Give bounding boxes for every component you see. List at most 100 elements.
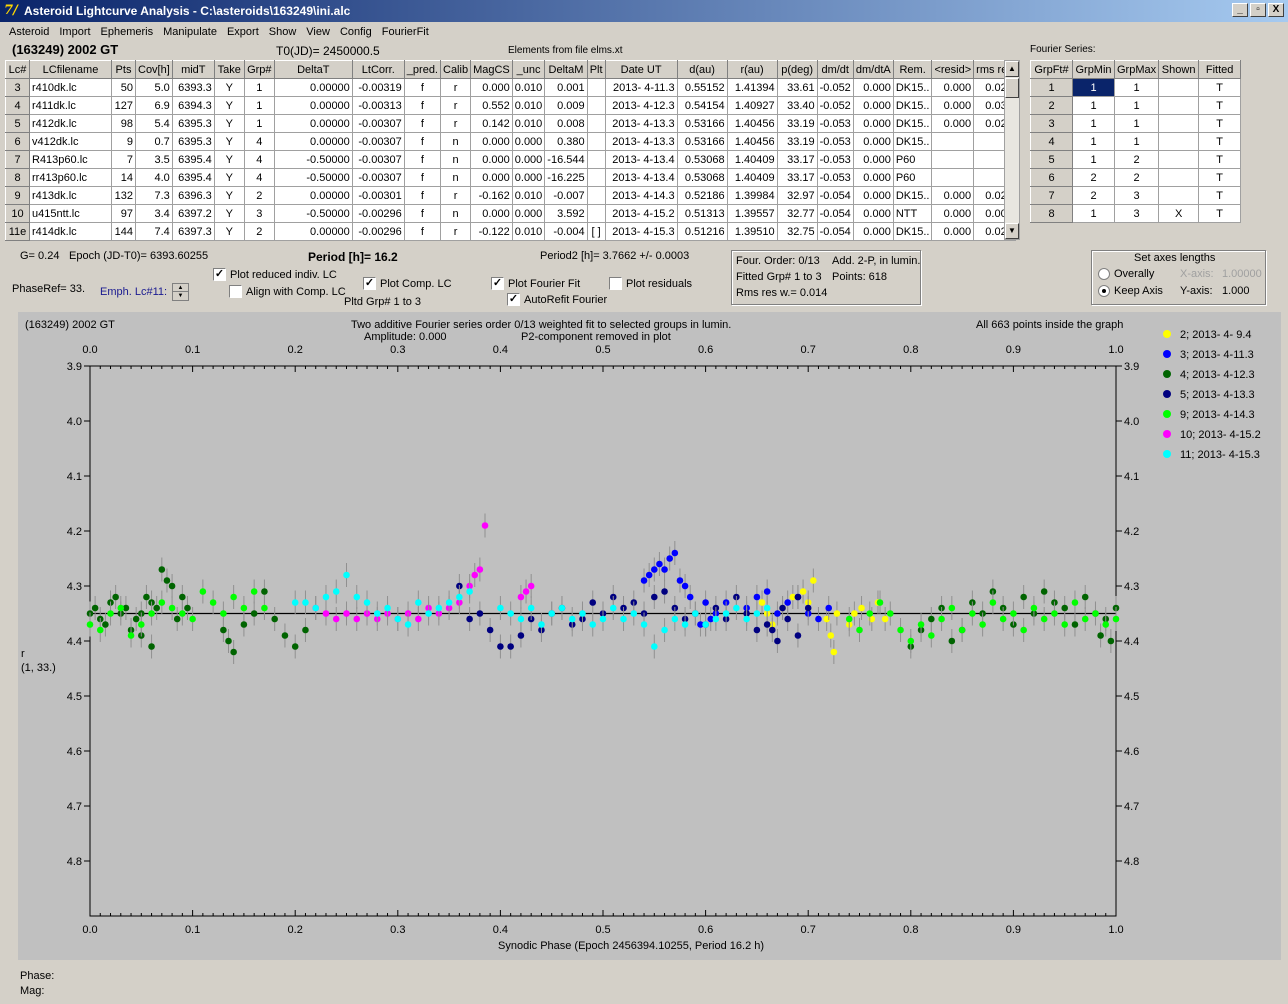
table-cell[interactable]: 1.41394 <box>726 78 778 97</box>
lc-col-header[interactable]: LtCorr. <box>351 60 405 79</box>
table-cell[interactable]: X <box>1158 204 1200 223</box>
menu-asteroid[interactable]: Asteroid <box>9 26 50 38</box>
table-cell[interactable]: 0.001 <box>544 78 588 97</box>
spin-down-icon[interactable]: ▼ <box>177 293 184 299</box>
table-cell[interactable]: f <box>403 204 442 223</box>
table-cell[interactable]: 6393.3 <box>171 78 215 97</box>
row-header[interactable]: 4 <box>1030 132 1073 151</box>
table-cell[interactable]: DK15.. <box>892 186 933 205</box>
table-row[interactable]: 4 r411dk.lc 127 6.9 6394.3 Y 1 0.00000 -0.00313 f… <box>5 96 1016 115</box>
table-cell[interactable]: 1.40927 <box>726 96 778 115</box>
scroll-down-icon[interactable]: ▼ <box>1005 223 1019 239</box>
phase-ref-label[interactable]: PhaseRef= 33. <box>12 283 86 295</box>
table-cell[interactable]: 32.97 <box>776 186 818 205</box>
table-cell[interactable]: 0.55152 <box>676 78 728 97</box>
table-cell[interactable] <box>586 168 606 187</box>
lightcurve-chart[interactable]: 0.0 0.0 0.1 0.1 0.2 0.2 0.3 0.3 0.4 0.4 0.5 0.5 0.6 0… <box>18 312 1281 960</box>
table-cell[interactable]: 0.000 <box>852 168 894 187</box>
row-header[interactable]: 7 <box>5 150 30 169</box>
table-row[interactable]: 7 R413p60.lc 7 3.5 6395.4 Y 4 -0.50000 -0.00307 f… <box>5 150 1016 169</box>
table-cell[interactable]: 1 <box>1072 150 1115 169</box>
table-cell[interactable] <box>586 132 606 151</box>
table-cell[interactable]: T <box>1198 168 1242 187</box>
table-cell[interactable]: r <box>439 186 472 205</box>
table-cell[interactable]: 2013- 4-12.3 <box>604 96 678 115</box>
table-cell[interactable]: Y <box>213 168 245 187</box>
table-cell[interactable]: 0.380 <box>544 132 588 151</box>
pltd-grp-label[interactable]: Pltd Grp# 1 to 3 <box>344 296 422 308</box>
table-cell[interactable]: 3.592 <box>544 204 588 223</box>
table-cell[interactable]: NTT <box>892 204 933 223</box>
lc-col-header[interactable]: r(au) <box>726 60 778 79</box>
table-cell[interactable]: 1 <box>1072 78 1115 97</box>
table-cell[interactable]: 0.000 <box>852 114 894 133</box>
row-header[interactable]: 5 <box>1030 150 1073 169</box>
table-cell[interactable]: 0.000 <box>852 186 894 205</box>
table-cell[interactable]: 144 <box>111 222 136 241</box>
row-header[interactable]: 3 <box>5 78 30 97</box>
fourier-col-header[interactable]: GrpMin <box>1072 60 1115 79</box>
table-cell[interactable]: 1 <box>1113 132 1160 151</box>
table-cell[interactable]: -0.053 <box>816 114 854 133</box>
table-cell[interactable]: 0.7 <box>135 132 173 151</box>
table-cell[interactable]: [ ] <box>586 222 606 241</box>
table-cell[interactable] <box>1158 150 1200 169</box>
table-cell[interactable]: -0.00307 <box>351 150 405 169</box>
table-cell[interactable]: r414dk.lc <box>29 222 112 241</box>
table-cell[interactable]: 6395.3 <box>171 132 215 151</box>
table-cell[interactable]: 0.000 <box>470 78 513 97</box>
table-row[interactable]: 11e r414dk.lc 144 7.4 6397.3 Y 2 0.00000 -0.0029… <box>5 222 1016 241</box>
table-cell[interactable]: -0.00313 <box>351 96 405 115</box>
table-cell[interactable]: 0.000 <box>470 132 513 151</box>
table-cell[interactable]: 1 <box>1113 114 1160 133</box>
table-cell[interactable]: 2013- 4-14.3 <box>604 186 678 205</box>
table-cell[interactable]: 0.000 <box>931 204 975 223</box>
table-cell[interactable]: -0.00307 <box>351 114 405 133</box>
lc-col-header[interactable]: _pred. <box>403 60 442 79</box>
table-cell[interactable]: 0.008 <box>544 114 588 133</box>
keep-axis-radio[interactable]: Keep Axis <box>1098 285 1163 297</box>
table-cell[interactable]: 2013- 4-13.3 <box>604 132 678 151</box>
table-cell[interactable]: -0.053 <box>816 150 854 169</box>
table-cell[interactable]: 1.39984 <box>726 186 778 205</box>
menu-export[interactable]: Export <box>226 26 259 38</box>
table-cell[interactable]: -0.50000 <box>273 168 353 187</box>
table-cell[interactable]: T <box>1198 150 1242 169</box>
restore-button[interactable]: ▫ <box>1250 3 1266 17</box>
lc-col-header[interactable]: Lc# <box>5 60 30 79</box>
table-cell[interactable]: 32.75 <box>776 222 818 241</box>
table-cell[interactable] <box>586 186 606 205</box>
table-cell[interactable]: DK15.. <box>892 114 933 133</box>
table-cell[interactable]: r <box>439 78 472 97</box>
table-cell[interactable]: 2 <box>243 222 275 241</box>
table-cell[interactable]: -0.00307 <box>351 168 405 187</box>
lc-col-header[interactable]: dm/dtA <box>852 60 894 79</box>
table-cell[interactable]: 1 <box>1113 78 1160 97</box>
lc-col-header[interactable]: <resid> <box>931 60 975 79</box>
menu-fourierfit[interactable]: FourierFit <box>381 26 429 38</box>
lc-col-header[interactable]: DeltaM <box>544 60 588 79</box>
table-cell[interactable]: -16.225 <box>544 168 588 187</box>
fourier-col-header[interactable]: GrpFt# <box>1030 60 1073 79</box>
table-cell[interactable]: 1.40409 <box>726 150 778 169</box>
table-cell[interactable]: v412dk.lc <box>29 132 112 151</box>
table-cell[interactable]: 0.010 <box>511 78 546 97</box>
row-header[interactable]: 1 <box>1030 78 1073 97</box>
emph-lc-spinner[interactable]: ▲ ▼ <box>172 283 189 301</box>
align-comp-checkbox[interactable]: Align with Comp. LC <box>229 285 346 298</box>
lc-col-header[interactable]: Date UT <box>604 60 678 79</box>
table-cell[interactable]: 14 <box>111 168 136 187</box>
table-cell[interactable]: P60 <box>892 168 933 187</box>
menu-view[interactable]: View <box>306 26 330 38</box>
table-cell[interactable]: 7.3 <box>135 186 173 205</box>
table-cell[interactable]: 0.00000 <box>273 186 353 205</box>
table-cell[interactable]: 0.00000 <box>273 78 353 97</box>
table-cell[interactable]: 6394.3 <box>171 96 215 115</box>
lc-col-header[interactable]: dm/dt <box>816 60 854 79</box>
table-cell[interactable]: 0.000 <box>852 78 894 97</box>
